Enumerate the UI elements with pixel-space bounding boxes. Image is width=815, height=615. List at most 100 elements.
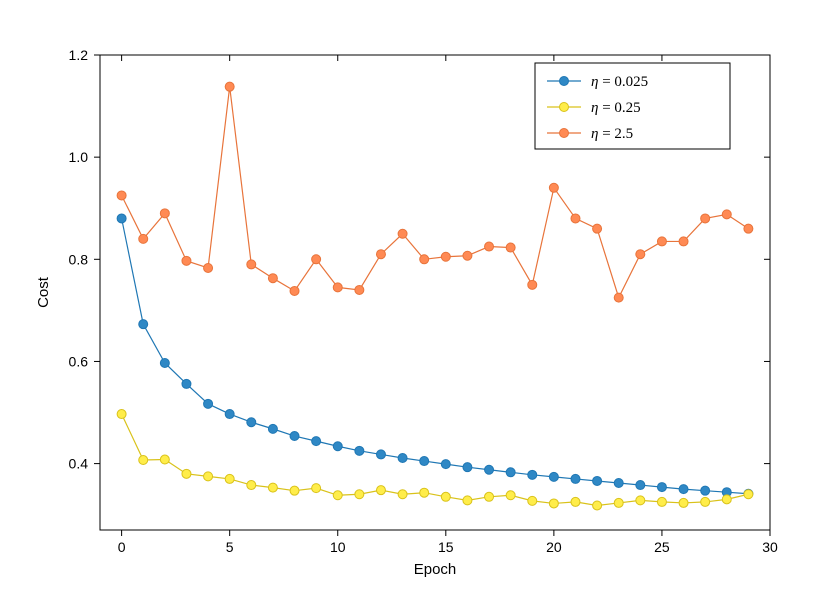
x-axis-label: Epoch	[414, 561, 457, 578]
series-marker	[571, 474, 580, 483]
series-marker	[268, 483, 277, 492]
series-marker	[247, 481, 256, 490]
series-marker	[117, 191, 126, 200]
series-marker	[160, 358, 169, 367]
y-tick-label: 1.2	[69, 47, 89, 63]
series-marker	[420, 255, 429, 264]
series-marker	[398, 453, 407, 462]
series-marker	[701, 486, 710, 495]
series-marker	[549, 499, 558, 508]
series-line	[122, 218, 749, 493]
y-axis-label: Cost	[35, 276, 52, 308]
series-marker	[679, 485, 688, 494]
series-marker	[463, 496, 472, 505]
series-marker	[204, 399, 213, 408]
series-marker	[398, 490, 407, 499]
series-marker	[376, 486, 385, 495]
series-marker	[204, 263, 213, 272]
legend-label: η = 0.025	[591, 74, 648, 90]
series-marker	[355, 446, 364, 455]
series-marker	[657, 237, 666, 246]
series-marker	[182, 379, 191, 388]
series-marker	[571, 497, 580, 506]
series-marker	[722, 495, 731, 504]
series-marker	[441, 252, 450, 261]
series-marker	[355, 490, 364, 499]
series-marker	[571, 214, 580, 223]
series-marker	[160, 455, 169, 464]
series-marker	[485, 492, 494, 501]
series-marker	[117, 214, 126, 223]
series-marker	[701, 497, 710, 506]
series-marker	[182, 256, 191, 265]
series-marker	[160, 209, 169, 218]
y-tick-label: 1.0	[69, 149, 89, 165]
series-marker	[528, 496, 537, 505]
series-marker	[744, 490, 753, 499]
x-tick-label: 5	[226, 539, 234, 555]
series-marker	[679, 498, 688, 507]
series-marker	[376, 250, 385, 259]
x-tick-label: 0	[118, 539, 126, 555]
series-marker	[420, 457, 429, 466]
series-marker	[333, 442, 342, 451]
x-tick-label: 10	[330, 539, 346, 555]
series-marker	[312, 484, 321, 493]
series-marker	[117, 410, 126, 419]
series-marker	[333, 283, 342, 292]
legend-label: η = 0.25	[591, 100, 641, 116]
series-marker	[398, 229, 407, 238]
series-marker	[701, 214, 710, 223]
series-marker	[268, 274, 277, 283]
series-marker	[268, 424, 277, 433]
series-marker	[636, 250, 645, 259]
cost-epoch-chart: 0510152025300.40.60.81.01.2EpochCostη = …	[0, 0, 815, 615]
series-marker	[549, 183, 558, 192]
series-marker	[679, 237, 688, 246]
series-marker	[463, 463, 472, 472]
series-marker	[139, 456, 148, 465]
x-tick-label: 30	[762, 539, 778, 555]
y-tick-label: 0.8	[69, 251, 89, 267]
legend-marker	[560, 129, 569, 138]
series-marker	[506, 491, 515, 500]
x-tick-label: 20	[546, 539, 562, 555]
series-marker	[441, 492, 450, 501]
series-marker	[593, 501, 602, 510]
series-marker	[420, 488, 429, 497]
series-marker	[506, 243, 515, 252]
series-marker	[614, 479, 623, 488]
series-marker	[657, 483, 666, 492]
series-marker	[506, 468, 515, 477]
series-marker	[593, 476, 602, 485]
series-marker	[485, 242, 494, 251]
series-marker	[247, 418, 256, 427]
series-marker	[376, 450, 385, 459]
series-marker	[657, 497, 666, 506]
series-marker	[139, 234, 148, 243]
series-marker	[139, 320, 148, 329]
series-marker	[463, 251, 472, 260]
series-marker	[722, 210, 731, 219]
series-line	[122, 414, 749, 505]
legend-label: η = 2.5	[591, 126, 633, 142]
series-marker	[355, 285, 364, 294]
series-marker	[549, 472, 558, 481]
series-marker	[225, 474, 234, 483]
series-marker	[204, 472, 213, 481]
legend-marker	[560, 103, 569, 112]
series-marker	[333, 491, 342, 500]
series-marker	[614, 293, 623, 302]
series-marker	[290, 432, 299, 441]
series-marker	[636, 496, 645, 505]
series-marker	[225, 410, 234, 419]
series-marker	[636, 481, 645, 490]
series-marker	[182, 469, 191, 478]
series-marker	[528, 280, 537, 289]
series-marker	[528, 470, 537, 479]
legend-marker	[560, 77, 569, 86]
series-marker	[485, 465, 494, 474]
series-marker	[290, 486, 299, 495]
y-tick-label: 0.6	[69, 353, 89, 369]
series-marker	[441, 460, 450, 469]
